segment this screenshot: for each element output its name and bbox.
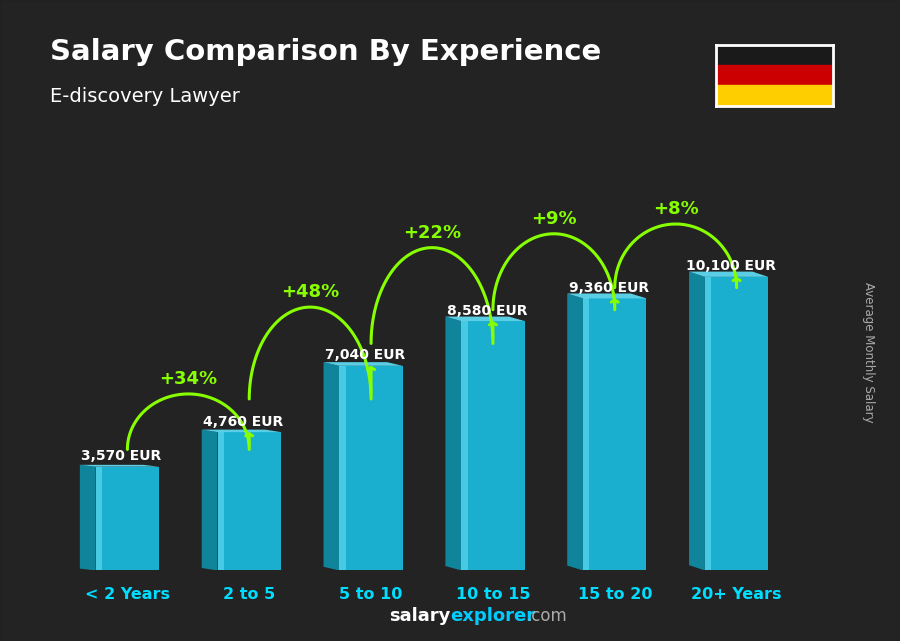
- Bar: [716, 85, 832, 106]
- Polygon shape: [461, 321, 468, 570]
- Text: explorer: explorer: [450, 607, 536, 625]
- Text: +34%: +34%: [159, 370, 218, 388]
- Text: +9%: +9%: [531, 210, 577, 228]
- Polygon shape: [80, 465, 159, 467]
- Text: +22%: +22%: [403, 224, 461, 242]
- Bar: [716, 45, 832, 65]
- Bar: [95, 467, 159, 570]
- Polygon shape: [705, 277, 711, 570]
- Bar: [705, 277, 769, 570]
- Polygon shape: [446, 317, 525, 321]
- Bar: [461, 321, 525, 570]
- Bar: [339, 366, 403, 570]
- Text: +48%: +48%: [281, 283, 339, 301]
- Text: 10,100 EUR: 10,100 EUR: [686, 260, 776, 273]
- Text: Salary Comparison By Experience: Salary Comparison By Experience: [50, 38, 601, 67]
- Text: .com: .com: [526, 607, 567, 625]
- Polygon shape: [202, 429, 218, 570]
- Text: 4,760 EUR: 4,760 EUR: [203, 415, 284, 429]
- Text: +8%: +8%: [652, 200, 698, 218]
- Polygon shape: [689, 272, 769, 277]
- Polygon shape: [567, 294, 583, 570]
- Polygon shape: [567, 294, 646, 298]
- Text: 9,360 EUR: 9,360 EUR: [569, 281, 649, 295]
- Text: Average Monthly Salary: Average Monthly Salary: [862, 282, 875, 423]
- Text: 3,570 EUR: 3,570 EUR: [81, 449, 161, 463]
- Polygon shape: [80, 465, 95, 570]
- Polygon shape: [324, 362, 403, 366]
- Polygon shape: [202, 429, 281, 432]
- Polygon shape: [324, 362, 339, 570]
- Polygon shape: [339, 366, 346, 570]
- Bar: [583, 298, 646, 570]
- Text: salary: salary: [389, 607, 450, 625]
- Polygon shape: [95, 467, 102, 570]
- Polygon shape: [689, 272, 705, 570]
- Bar: [716, 65, 832, 85]
- Text: 7,040 EUR: 7,040 EUR: [325, 348, 405, 362]
- Bar: [218, 432, 281, 570]
- Polygon shape: [446, 317, 461, 570]
- Polygon shape: [583, 298, 590, 570]
- Text: E-discovery Lawyer: E-discovery Lawyer: [50, 87, 239, 106]
- Text: 8,580 EUR: 8,580 EUR: [446, 304, 527, 317]
- Polygon shape: [218, 432, 224, 570]
